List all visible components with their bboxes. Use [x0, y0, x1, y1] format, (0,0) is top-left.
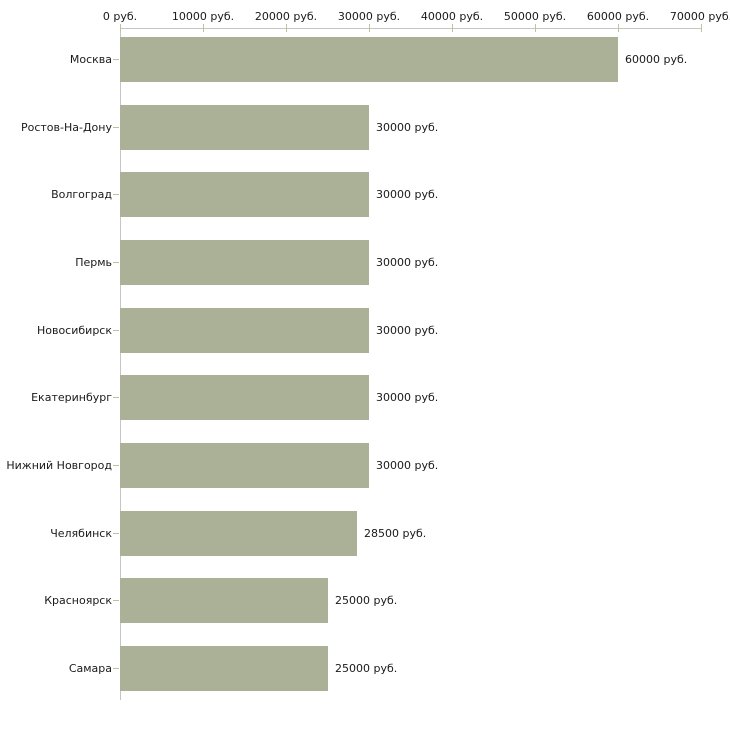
value-label: 30000 руб.: [376, 323, 439, 337]
bar: [120, 239, 369, 285]
bar: [120, 442, 369, 488]
category-label: Самара: [68, 661, 112, 675]
x-axis-tick-mark: [701, 24, 702, 32]
bar-row: Волгоград 30000 руб.: [0, 172, 730, 218]
category-tick-mark: [113, 329, 119, 331]
bar-row: Ростов-На-Дону 30000 руб.: [0, 104, 730, 150]
value-label: 30000 руб.: [376, 120, 439, 134]
category-label: Пермь: [75, 255, 112, 269]
value-label: 60000 руб.: [625, 53, 688, 66]
bar: [120, 104, 369, 150]
value-label: 25000 руб.: [335, 661, 398, 675]
x-axis-tick-mark: [618, 24, 619, 32]
y-axis-line: [120, 28, 121, 700]
bar: [120, 645, 328, 691]
bar: [120, 375, 369, 421]
bar: [120, 578, 328, 624]
x-axis-tick-label: 30000 руб.: [337, 10, 401, 23]
category-label: Красноярск: [44, 594, 112, 608]
category-label: Екатеринбург: [31, 391, 112, 405]
bar: [120, 307, 369, 353]
x-axis-tick-mark: [535, 24, 536, 32]
category-label: Волгоград: [51, 188, 112, 202]
bar-row: Красноярск 25000 руб.: [0, 578, 730, 624]
bar: [120, 510, 357, 556]
x-axis-tick-mark: [452, 24, 453, 32]
category-tick-mark: [113, 59, 119, 60]
category-tick-mark: [113, 126, 119, 128]
value-label: 30000 руб.: [376, 458, 439, 472]
x-axis-tick-label: 0 руб.: [102, 10, 138, 23]
bar-row: Новосибирск 30000 руб.: [0, 307, 730, 353]
category-tick-mark: [113, 667, 119, 669]
x-axis-tick-mark: [369, 24, 370, 32]
bar-row: Екатеринбург 30000 руб.: [0, 375, 730, 421]
x-axis-tick-label: 40000 руб.: [420, 10, 484, 23]
x-axis-tick-mark: [203, 24, 204, 32]
value-label: 28500 руб.: [364, 526, 427, 540]
value-label: 30000 руб.: [376, 255, 439, 269]
bar: [120, 37, 618, 82]
x-axis-tick-mark: [120, 24, 121, 32]
x-axis-tick-label: 20000 руб.: [254, 10, 318, 23]
bar-row: Челябинск 28500 руб.: [0, 510, 730, 556]
category-tick-mark: [113, 600, 119, 602]
x-axis-line: [120, 28, 702, 29]
bar-row: Москва 60000 руб.: [0, 37, 730, 82]
x-axis-tick-label: 10000 руб.: [171, 10, 235, 23]
category-tick-mark: [113, 464, 119, 466]
bar-row: Самара 25000 руб.: [0, 645, 730, 691]
value-label: 30000 руб.: [376, 391, 439, 405]
x-axis-tick-label: 50000 руб.: [503, 10, 567, 23]
bar-row: Нижний Новгород 30000 руб.: [0, 442, 730, 488]
category-tick-mark: [113, 194, 119, 196]
value-label: 30000 руб.: [376, 188, 439, 202]
bar: [120, 172, 369, 218]
x-axis-tick-label: 60000 руб.: [586, 10, 650, 23]
category-label: Москва: [69, 53, 112, 66]
x-axis-tick-mark: [286, 24, 287, 32]
category-tick-mark: [113, 261, 119, 263]
category-tick-mark: [113, 397, 119, 399]
value-label: 25000 руб.: [335, 594, 398, 608]
category-label: Челябинск: [50, 526, 112, 540]
category-tick-mark: [113, 532, 119, 534]
category-label: Новосибирск: [36, 323, 112, 337]
x-axis-tick-label: 70000 руб.: [669, 10, 730, 23]
category-label: Нижний Новгород: [6, 458, 112, 472]
category-label: Ростов-На-Дону: [20, 120, 112, 134]
bar-row: Пермь 30000 руб.: [0, 239, 730, 285]
